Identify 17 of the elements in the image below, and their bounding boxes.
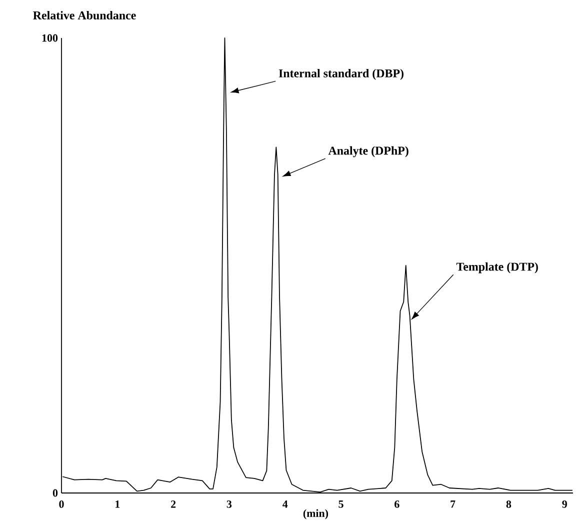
x-tick-label: 1 <box>116 500 120 508</box>
annotation: Internal standard (DBP) <box>278 68 404 80</box>
annotation: Analyte (DPhP) <box>328 146 408 158</box>
x-tick-label: 2 <box>171 500 176 508</box>
y-axis-title: Relative Abundance <box>33 11 136 20</box>
x-tick-label: 0 <box>59 500 64 508</box>
x-tick-label: 7 <box>450 500 456 508</box>
x-tick-label: 4 <box>282 500 288 508</box>
x-tick-label: 8 <box>506 500 512 508</box>
x-tick-label: 6 <box>394 500 400 508</box>
x-tick-label: 3 <box>226 500 232 508</box>
x-axis-title: (min) <box>303 509 328 520</box>
annotation: Template (DTP) <box>456 262 538 274</box>
y-tick-label: 100 <box>42 34 58 42</box>
x-tick-label: 5 <box>338 500 344 508</box>
x-tick-label: 9 <box>562 500 567 508</box>
line-series <box>62 38 573 493</box>
